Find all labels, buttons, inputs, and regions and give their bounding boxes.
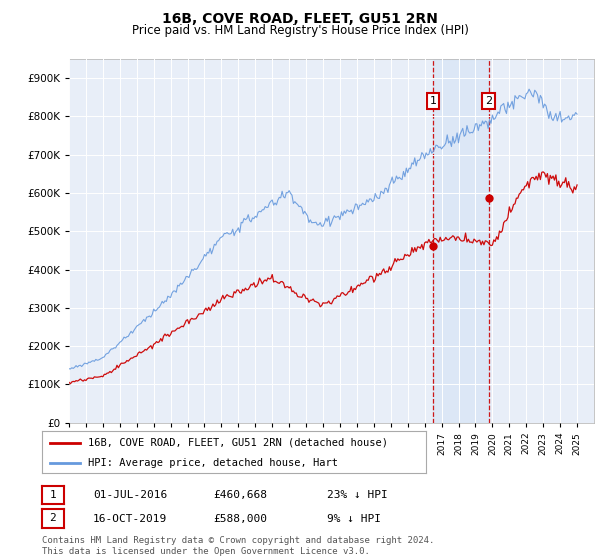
Text: 16B, COVE ROAD, FLEET, GU51 2RN (detached house): 16B, COVE ROAD, FLEET, GU51 2RN (detache… [88,438,388,448]
Text: 1: 1 [49,490,56,500]
Text: 9% ↓ HPI: 9% ↓ HPI [327,514,381,524]
Text: 23% ↓ HPI: 23% ↓ HPI [327,490,388,500]
Text: HPI: Average price, detached house, Hart: HPI: Average price, detached house, Hart [88,458,338,468]
Text: 16B, COVE ROAD, FLEET, GU51 2RN: 16B, COVE ROAD, FLEET, GU51 2RN [162,12,438,26]
Text: 2: 2 [49,514,56,523]
Text: £460,668: £460,668 [213,490,267,500]
Text: 2: 2 [485,96,493,106]
Text: 01-JUL-2016: 01-JUL-2016 [93,490,167,500]
Text: £588,000: £588,000 [213,514,267,524]
Text: 16-OCT-2019: 16-OCT-2019 [93,514,167,524]
Text: 1: 1 [430,96,437,106]
Text: Contains HM Land Registry data © Crown copyright and database right 2024.
This d: Contains HM Land Registry data © Crown c… [42,536,434,556]
Bar [433,59,489,423]
Text: Price paid vs. HM Land Registry's House Price Index (HPI): Price paid vs. HM Land Registry's House … [131,24,469,36]
